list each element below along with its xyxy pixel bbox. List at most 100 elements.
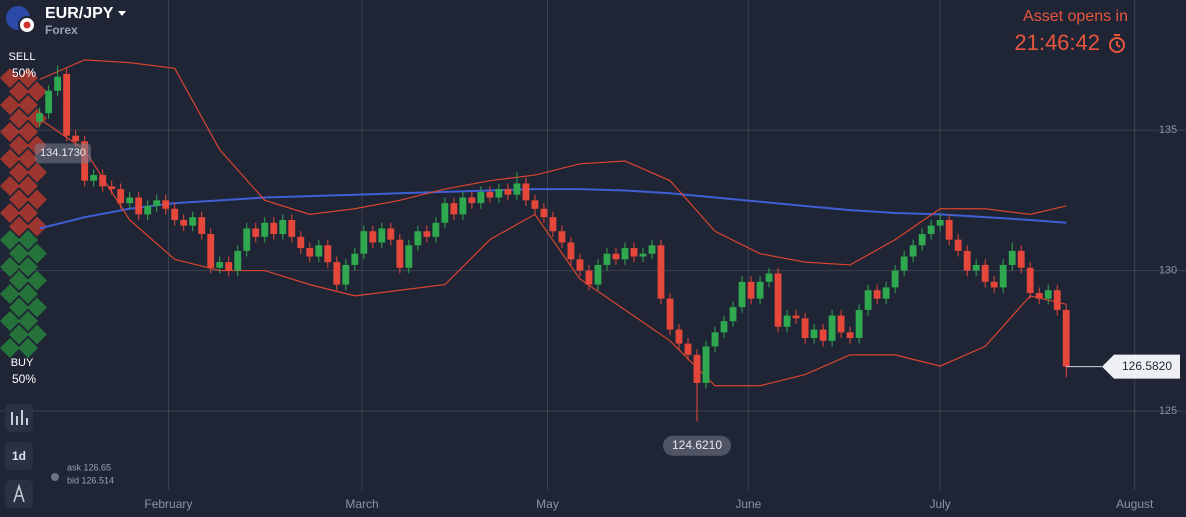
- asset-category: Forex: [45, 23, 78, 37]
- indicator-line: [39, 59, 1067, 266]
- buy-percent: 50%: [12, 372, 36, 386]
- candle-body: [792, 315, 800, 319]
- sentiment-cell: [0, 203, 20, 223]
- candle-body: [315, 245, 323, 257]
- sentiment-cell: [18, 203, 38, 223]
- sentiment-cell: [27, 216, 47, 237]
- candle-body: [459, 197, 467, 215]
- candle-body: [585, 270, 593, 285]
- sentiment-cell: [0, 149, 20, 169]
- sentiment-cell: [27, 270, 47, 291]
- candle-body: [846, 332, 854, 338]
- candle-body: [153, 200, 161, 206]
- candle-body: [468, 197, 476, 204]
- sentiment-cell: [0, 230, 20, 250]
- candle-body: [549, 217, 557, 232]
- candle-body: [171, 208, 179, 220]
- candle-body: [558, 231, 566, 243]
- clock-icon: [1109, 37, 1125, 53]
- candle-body: [756, 281, 764, 299]
- sell-percent: 50%: [12, 66, 36, 80]
- chart-type-button[interactable]: [5, 404, 33, 432]
- candle-body: [612, 253, 620, 260]
- sentiment-cell: [18, 176, 38, 196]
- candle-body: [108, 186, 116, 190]
- candle-body: [945, 219, 953, 240]
- candle-body: [891, 270, 899, 288]
- candle-body: [639, 253, 647, 257]
- timeframe[interactable]: 1d: [12, 449, 26, 463]
- candle-body: [207, 234, 215, 268]
- candle-body: [684, 343, 692, 355]
- sentiment-cell: [0, 176, 20, 196]
- sentiment-cell: [18, 257, 38, 277]
- candle-body: [378, 228, 386, 243]
- timeframe-button[interactable]: [5, 442, 33, 470]
- candle-body: [801, 318, 809, 338]
- clock-hands: [1114, 34, 1121, 48]
- candle-body: [297, 236, 305, 249]
- candle-body: [333, 262, 341, 285]
- sentiment-cell: [18, 230, 38, 250]
- sentiment-cell: [0, 284, 20, 304]
- candle-body: [270, 222, 278, 235]
- candle-body: [495, 189, 503, 198]
- sentiment-cell: [27, 189, 47, 210]
- candle-body: [1026, 267, 1034, 294]
- candle-body: [54, 76, 62, 91]
- candle-body: [864, 290, 872, 310]
- candle-body: [927, 225, 935, 235]
- candle-body: [729, 307, 737, 322]
- asset-name[interactable]: EUR/JPY: [45, 5, 114, 22]
- candle-body: [45, 90, 53, 114]
- sentiment-cell: [9, 108, 29, 129]
- candle-body: [504, 189, 512, 195]
- candle-body: [990, 281, 998, 288]
- sentiment-cell: [27, 243, 47, 264]
- sentiment-cell: [9, 297, 29, 318]
- asset-dropdown[interactable]: [118, 11, 126, 16]
- candle-body: [351, 253, 359, 265]
- sentiment-cell: [18, 149, 38, 169]
- sentiment-cell: [18, 122, 38, 142]
- price-tag: [663, 435, 732, 456]
- candle-body: [486, 191, 494, 198]
- candle-body: [342, 264, 350, 285]
- candle-body: [243, 228, 251, 251]
- candle-body: [387, 228, 395, 240]
- candle-body: [180, 219, 188, 226]
- candle-body: [279, 219, 287, 235]
- candle-body: [1053, 290, 1061, 310]
- candle-body: [162, 200, 170, 209]
- candle-body: [621, 248, 629, 260]
- candle-body: [414, 231, 422, 246]
- drawing-tools-button[interactable]: [5, 480, 33, 508]
- sentiment-cell: [9, 135, 29, 156]
- candle-body: [576, 259, 584, 271]
- candle-body: [855, 309, 863, 338]
- candle-body: [450, 203, 458, 215]
- info-icon[interactable]: [51, 473, 59, 481]
- countdown-label: Asset opens in: [1023, 8, 1128, 25]
- candle-body: [999, 264, 1007, 288]
- sentiment-cell: [18, 68, 38, 88]
- candle-body: [774, 273, 782, 327]
- sentiment-cell: [9, 270, 29, 291]
- y-tick-label: 125: [1159, 405, 1177, 417]
- bid-price: bid 126.514: [67, 475, 114, 485]
- candle-body: [306, 248, 314, 257]
- indicator-line: [39, 188, 1067, 230]
- sentiment-cell: [9, 162, 29, 183]
- sentiment-cell: [9, 243, 29, 264]
- sentiment-cell: [18, 338, 38, 358]
- plot: [36, 59, 1070, 422]
- candle-body: [828, 315, 836, 341]
- candle-body: [432, 222, 440, 237]
- x-tick-label: June: [735, 497, 761, 511]
- candle-body: [657, 245, 665, 299]
- candle-body: [567, 242, 575, 260]
- candle-body: [765, 273, 773, 282]
